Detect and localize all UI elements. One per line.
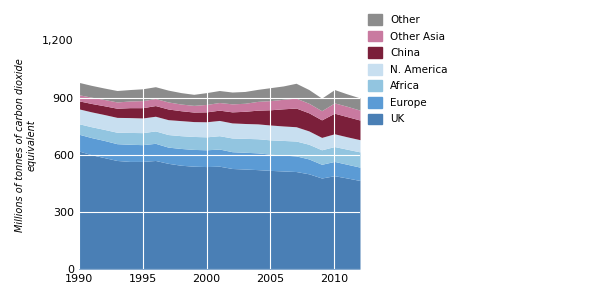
Y-axis label: Millions of tonnes of carbon dioxide
equivalent: Millions of tonnes of carbon dioxide equ… <box>15 58 37 232</box>
Legend: Other, Other Asia, China, N. America, Africa, Europe, UK: Other, Other Asia, China, N. America, Af… <box>368 14 447 124</box>
